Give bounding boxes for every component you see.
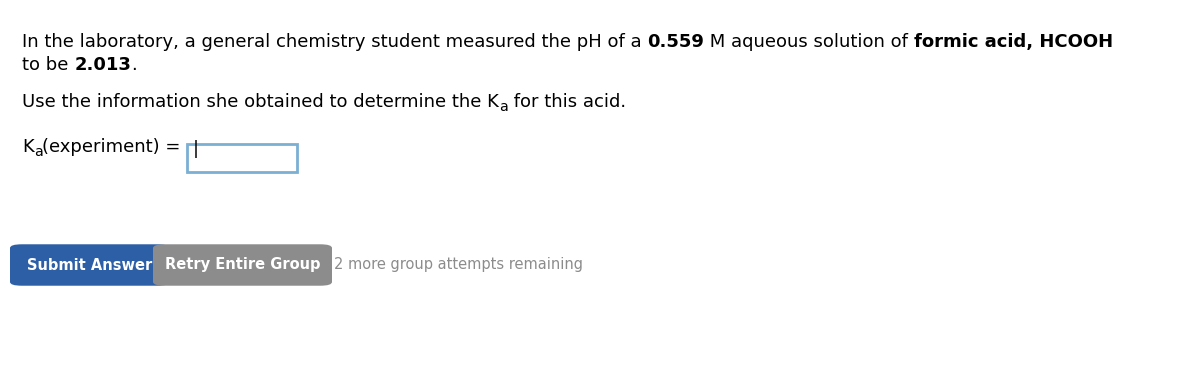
Text: 0.559: 0.559 xyxy=(647,33,704,51)
Text: |: | xyxy=(193,140,199,158)
FancyBboxPatch shape xyxy=(10,244,169,286)
Text: Submit Answer: Submit Answer xyxy=(26,257,152,273)
Text: M aqueous solution of: M aqueous solution of xyxy=(704,33,914,51)
Text: (experiment) =: (experiment) = xyxy=(42,138,187,156)
Text: a: a xyxy=(34,145,42,159)
Text: to be: to be xyxy=(22,56,74,74)
Text: Retry Entire Group: Retry Entire Group xyxy=(164,257,320,273)
Text: Use the information she obtained to determine the K: Use the information she obtained to dete… xyxy=(22,93,499,111)
Text: K: K xyxy=(22,138,34,156)
FancyBboxPatch shape xyxy=(187,144,296,172)
Text: formic acid, HCOOH: formic acid, HCOOH xyxy=(914,33,1114,51)
Text: for this acid.: for this acid. xyxy=(508,93,625,111)
FancyBboxPatch shape xyxy=(154,244,332,286)
Text: a: a xyxy=(499,100,508,114)
Text: In the laboratory, a general chemistry student measured the pH of a: In the laboratory, a general chemistry s… xyxy=(22,33,647,51)
Text: 2 more group attempts remaining: 2 more group attempts remaining xyxy=(334,257,583,273)
Text: .: . xyxy=(131,56,137,74)
Text: 2.013: 2.013 xyxy=(74,56,131,74)
